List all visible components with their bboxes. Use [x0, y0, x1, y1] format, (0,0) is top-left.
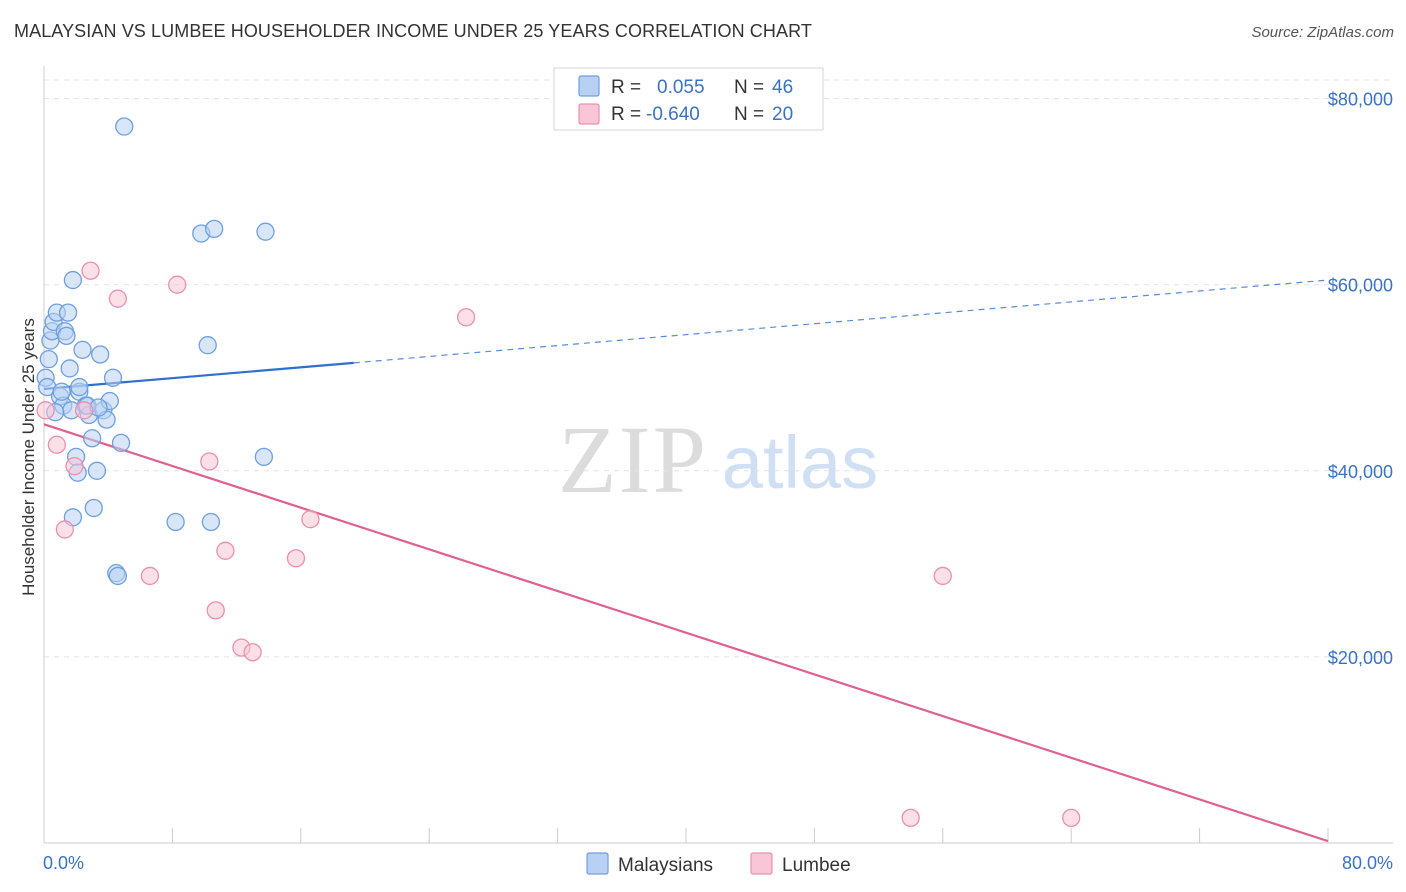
point-malaysians — [204, 219, 224, 239]
y-tick-label: $60,000 — [1328, 276, 1393, 296]
point-malaysians — [52, 382, 71, 401]
point-malaysians — [39, 349, 58, 369]
point-lumbee — [200, 452, 219, 471]
point-lumbee — [168, 275, 187, 294]
point-malaysians — [108, 566, 127, 586]
point-lumbee — [65, 457, 84, 476]
point-malaysians — [111, 433, 131, 453]
point-malaysians — [83, 429, 102, 448]
point-lumbee — [74, 401, 94, 420]
x-tick-max: 80.0% — [1342, 853, 1393, 873]
y-tick-label: $80,000 — [1328, 90, 1393, 110]
series-legend: Malaysians Lumbee — [586, 852, 851, 876]
chart-title: MALAYSIAN VS LUMBEE HOUSEHOLDER INCOME U… — [14, 21, 812, 41]
point-lumbee — [243, 643, 262, 662]
y-tick-labels: $20,000 $40,000 $60,000 $80,000 — [1328, 90, 1393, 668]
point-lumbee — [36, 401, 55, 420]
y-axis-label: Householder Income Under 25 years — [19, 318, 38, 596]
legend-r-value-1: 0.055 — [657, 77, 705, 98]
point-malaysians — [166, 512, 185, 532]
watermark: ZIP atlas — [558, 406, 878, 513]
point-malaysians — [254, 447, 274, 466]
watermark-zip: ZIP — [558, 406, 708, 513]
bottom-swatch-malaysians — [586, 852, 609, 875]
point-malaysians — [63, 270, 83, 290]
y-tick-label: $40,000 — [1328, 462, 1393, 482]
gridlines — [44, 79, 1393, 658]
point-lumbee — [140, 566, 160, 586]
point-lumbee — [901, 808, 920, 828]
point-lumbee — [108, 289, 127, 308]
point-lumbee — [216, 541, 235, 560]
point-lumbee — [301, 510, 320, 529]
y-tick-label: $20,000 — [1328, 648, 1393, 668]
point-malaysians — [84, 498, 103, 518]
point-malaysians — [256, 222, 275, 241]
point-malaysians — [58, 303, 78, 322]
legend-n-label-2: N = — [734, 104, 764, 125]
legend-n-value-2: 20 — [772, 104, 793, 125]
point-malaysians — [73, 340, 92, 359]
bottom-swatch-lumbee — [750, 852, 773, 875]
point-malaysians — [103, 368, 123, 387]
trend-line-malaysians-extension — [353, 279, 1329, 364]
point-lumbee — [456, 308, 476, 327]
data-points — [36, 117, 1081, 828]
point-malaysians — [198, 336, 217, 355]
point-malaysians — [87, 461, 107, 480]
watermark-atlas: atlas — [722, 421, 878, 504]
trend-line-lumbee — [43, 423, 1329, 843]
point-lumbee — [933, 566, 952, 586]
point-lumbee — [206, 601, 225, 620]
point-malaysians — [70, 377, 89, 397]
point-lumbee — [286, 549, 306, 568]
legend-swatch-malaysians — [578, 75, 600, 97]
bottom-legend-lumbee: Lumbee — [782, 855, 851, 876]
axes — [43, 66, 1393, 844]
trend-lines — [43, 279, 1329, 843]
x-tick-min: 0.0% — [43, 853, 84, 873]
legend-n-label-1: N = — [734, 77, 764, 98]
source-label: Source: ZipAtlas.com — [1251, 24, 1394, 41]
legend-r-value-2: -0.640 — [646, 104, 700, 125]
point-lumbee — [55, 520, 75, 539]
legend-n-value-1: 46 — [772, 77, 793, 98]
point-lumbee — [47, 435, 66, 454]
point-malaysians — [201, 512, 221, 532]
point-lumbee — [81, 261, 100, 280]
point-malaysians — [57, 326, 76, 346]
legend-swatch-lumbee — [578, 103, 600, 125]
point-malaysians — [91, 345, 110, 364]
stats-legend: R = 0.055 N = 46 R = -0.640 N = 20 — [553, 67, 824, 131]
bottom-legend-malaysians: Malaysians — [618, 855, 713, 876]
legend-r-label-1: R = — [611, 77, 641, 98]
point-malaysians — [115, 117, 134, 136]
point-malaysians — [60, 359, 79, 378]
trend-line-malaysians — [43, 361, 354, 391]
point-lumbee — [1062, 808, 1081, 828]
legend-r-label-2: R = — [611, 104, 641, 125]
